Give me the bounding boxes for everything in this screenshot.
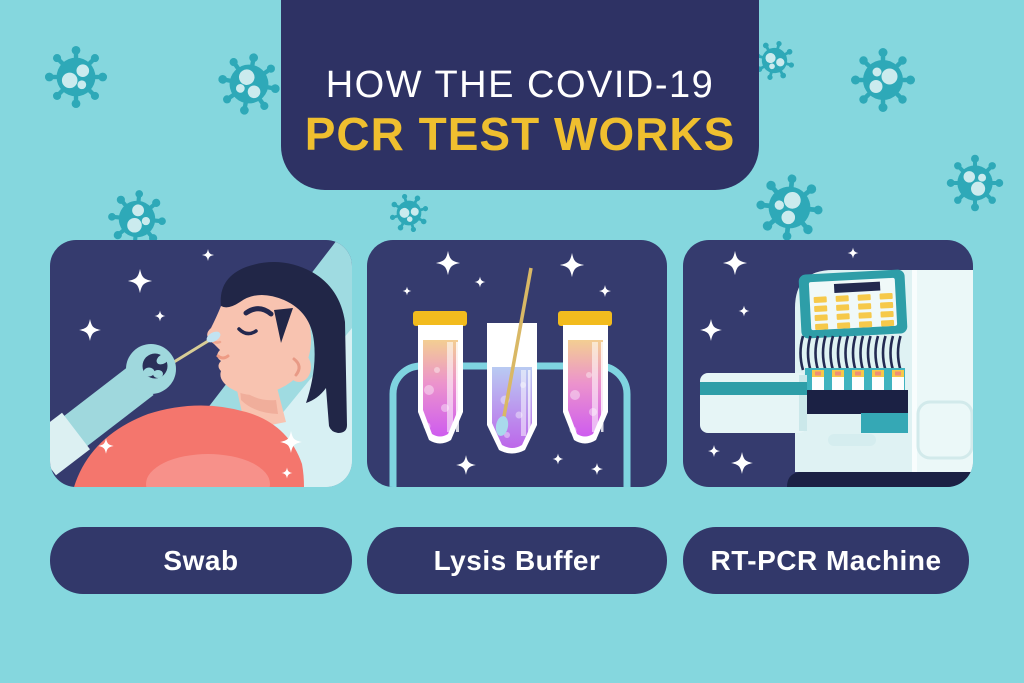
sample-tubes (812, 370, 904, 392)
label-text: Lysis Buffer (433, 544, 601, 576)
tube-cap (413, 311, 467, 326)
sparkle-icon (738, 305, 750, 317)
sparkle-icon (559, 252, 585, 278)
gloved-arm (52, 364, 154, 456)
sparkle-icon (435, 250, 461, 276)
label-text: RT-PCR Machine (710, 544, 942, 576)
sparkle-icon (154, 310, 166, 322)
label-text: Swab (163, 544, 239, 576)
panel-swab-illustration (50, 240, 352, 487)
sparkle-icon (722, 250, 748, 276)
machine-screen (833, 281, 881, 293)
label-lysis-buffer: Lysis Buffer (367, 527, 667, 594)
vents (799, 335, 902, 371)
sample-tray-arm (700, 373, 807, 433)
eyebrow (243, 306, 274, 317)
panel-pcr-machine-illustration (683, 240, 973, 487)
panel-lysis-buffer-illustration (367, 240, 667, 487)
sparkle-icon (456, 455, 476, 475)
sparkle-icon (201, 248, 215, 262)
sparkle-icon (700, 319, 722, 341)
virus-icon (380, 184, 438, 242)
virus-icon (849, 46, 917, 114)
test-tube-middle-open (487, 267, 537, 454)
virus-icon (211, 46, 287, 122)
virus-icon (43, 44, 109, 110)
pcr-machine-scene (700, 247, 973, 487)
sparkle-icon (731, 452, 753, 474)
sparkle-icon (552, 453, 564, 465)
test-tubes-in-rack-scene (389, 250, 631, 487)
machine-base-shadow (787, 472, 973, 487)
title-line-2: PCR TEST WORKS (304, 108, 736, 161)
sleeve (50, 412, 90, 476)
test-tube-right (558, 311, 612, 444)
sparkle-icon (127, 268, 153, 294)
hair (220, 262, 347, 433)
swab-tip (206, 331, 221, 343)
test-tube-left (413, 311, 467, 444)
machine-door (916, 400, 973, 460)
swab-stick (501, 267, 533, 423)
label-rt-pcr-machine: RT-PCR Machine (683, 527, 969, 594)
title-banner: HOW THE COVID-19 PCR TEST WORKS (281, 0, 759, 190)
control-panel (798, 269, 908, 339)
keypad (813, 292, 895, 330)
title-line-1: HOW THE COVID-19 (325, 63, 715, 106)
tube-cap (558, 311, 612, 326)
virus-icon (945, 153, 1005, 213)
sparkle-icon (707, 444, 721, 458)
swab-tip (495, 416, 509, 436)
sparkle-icon (598, 284, 612, 298)
patient (74, 262, 347, 487)
sparkle-icon (402, 286, 412, 296)
nasal-swab-scene (50, 240, 352, 487)
sparkle-icon (590, 462, 604, 476)
pcr-machine (700, 269, 973, 487)
sparkle-icon (474, 276, 486, 288)
closed-eye (237, 327, 258, 336)
sparkle-icon (847, 247, 859, 259)
label-swab: Swab (50, 527, 352, 594)
sparkle-icon (79, 319, 101, 341)
gloved-hand-with-swab (50, 331, 221, 476)
